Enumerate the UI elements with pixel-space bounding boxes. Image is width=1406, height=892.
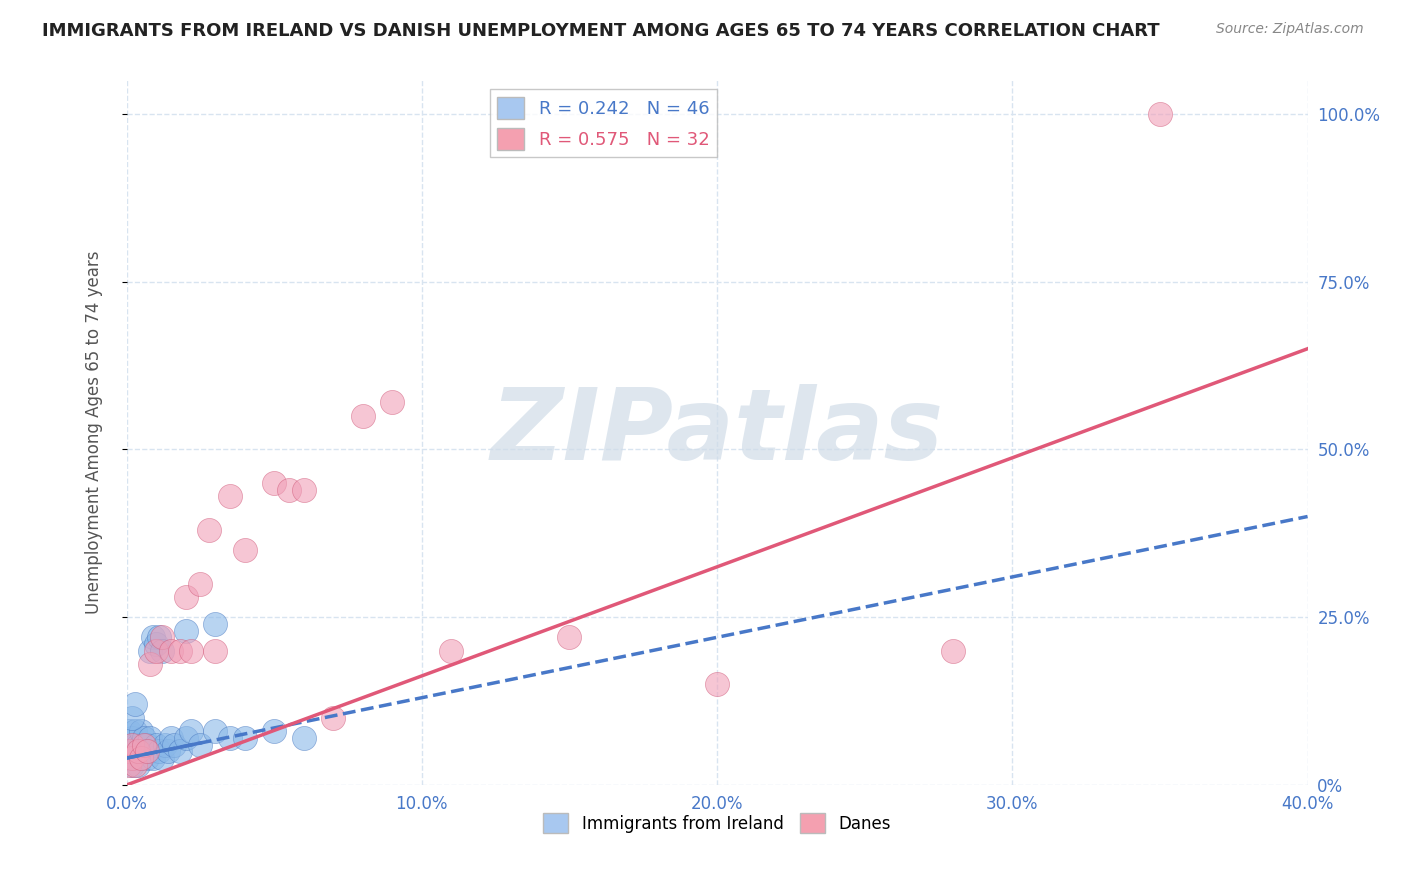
Point: [127, 738, 149, 752]
Point: [204, 616, 226, 631]
Point: [204, 644, 226, 658]
Text: IMMIGRANTS FROM IRELAND VS DANISH UNEMPLOYMENT AMONG AGES 65 TO 74 YEARS CORRELA: IMMIGRANTS FROM IRELAND VS DANISH UNEMPL…: [42, 22, 1160, 40]
Point: [169, 644, 191, 658]
Point: [118, 757, 141, 772]
Point: [150, 630, 173, 644]
Point: [160, 731, 183, 745]
Point: [145, 637, 167, 651]
Point: [278, 483, 301, 497]
Point: [134, 731, 156, 745]
Point: [129, 738, 153, 752]
Point: [150, 751, 173, 765]
Point: [150, 644, 173, 658]
Point: [558, 630, 581, 644]
Point: [153, 738, 176, 752]
Point: [129, 751, 153, 765]
Point: [942, 644, 965, 658]
Point: [134, 744, 156, 758]
Y-axis label: Unemployment Among Ages 65 to 74 years: Unemployment Among Ages 65 to 74 years: [84, 251, 103, 615]
Point: [188, 576, 212, 591]
Point: [124, 751, 146, 765]
Point: [148, 744, 170, 758]
Point: [156, 744, 179, 758]
Text: Source: ZipAtlas.com: Source: ZipAtlas.com: [1216, 22, 1364, 37]
Point: [180, 644, 202, 658]
Point: [118, 744, 141, 758]
Point: [292, 483, 315, 497]
Point: [198, 523, 221, 537]
Point: [180, 724, 202, 739]
Point: [124, 724, 146, 739]
Point: [174, 590, 197, 604]
Point: [219, 731, 242, 745]
Point: [169, 744, 191, 758]
Point: [129, 751, 153, 765]
Point: [160, 644, 183, 658]
Point: [174, 731, 197, 745]
Point: [136, 751, 159, 765]
Point: [121, 744, 143, 758]
Point: [139, 731, 162, 745]
Point: [145, 738, 167, 752]
Point: [233, 731, 256, 745]
Point: [139, 644, 162, 658]
Point: [118, 744, 141, 758]
Text: ZIPatlas: ZIPatlas: [491, 384, 943, 481]
Point: [142, 630, 165, 644]
Point: [148, 630, 170, 644]
Point: [134, 738, 156, 752]
Point: [263, 475, 285, 490]
Point: [352, 409, 374, 423]
Point: [139, 744, 162, 758]
Point: [163, 738, 186, 752]
Point: [121, 751, 143, 765]
Legend: Immigrants from Ireland, Danes: Immigrants from Ireland, Danes: [537, 806, 897, 840]
Point: [204, 724, 226, 739]
Point: [121, 757, 143, 772]
Point: [136, 738, 159, 752]
Point: [381, 395, 404, 409]
Point: [121, 731, 143, 745]
Point: [706, 677, 728, 691]
Point: [121, 738, 143, 752]
Point: [142, 751, 165, 765]
Point: [124, 757, 146, 772]
Point: [440, 644, 463, 658]
Point: [127, 744, 149, 758]
Point: [263, 724, 285, 739]
Point: [121, 711, 143, 725]
Point: [219, 489, 242, 503]
Point: [124, 698, 146, 712]
Point: [129, 724, 153, 739]
Point: [1149, 107, 1171, 121]
Point: [233, 543, 256, 558]
Point: [188, 738, 212, 752]
Point: [118, 751, 141, 765]
Point: [127, 757, 149, 772]
Point: [136, 744, 159, 758]
Point: [322, 711, 344, 725]
Point: [139, 657, 162, 672]
Point: [174, 624, 197, 638]
Point: [292, 731, 315, 745]
Point: [124, 738, 146, 752]
Point: [145, 644, 167, 658]
Point: [118, 724, 141, 739]
